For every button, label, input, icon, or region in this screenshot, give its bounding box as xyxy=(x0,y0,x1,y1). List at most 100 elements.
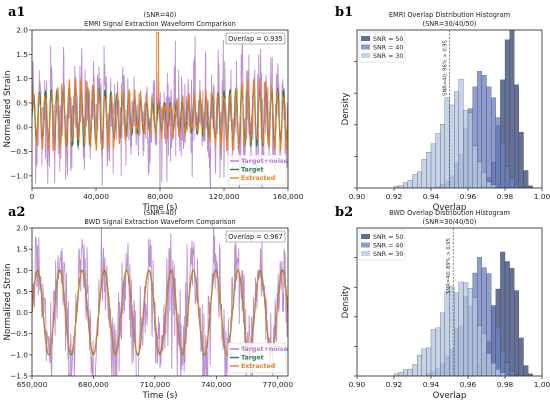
hist-bar xyxy=(504,261,510,376)
legend-swatch xyxy=(361,44,370,50)
y-tick-label: −0.5 xyxy=(10,147,28,156)
hist-bar xyxy=(509,370,515,376)
y-axis-label: Density xyxy=(341,93,351,126)
x-tick-label: 0 xyxy=(30,192,35,201)
hist-bar xyxy=(504,362,510,376)
axes-frame xyxy=(31,227,289,377)
hist-bar xyxy=(421,348,427,376)
axes-frame xyxy=(356,29,543,189)
hist-bar xyxy=(500,372,506,376)
hist-bar xyxy=(486,353,492,376)
hist-bar xyxy=(472,145,478,188)
hist-bar xyxy=(514,290,519,376)
hist-bar xyxy=(472,297,478,376)
panel-a2: a2 (SNR=40)BWD Signal Extraction Waveform… xyxy=(3,205,293,401)
legend-label: Target xyxy=(241,355,264,362)
hist-bar xyxy=(523,170,529,188)
hist-bar xyxy=(421,159,427,188)
overlap-annotation: Overlap = 0.935 xyxy=(225,32,286,45)
x-tick-label: 0.98 xyxy=(497,192,514,201)
x-tick-label: 0.94 xyxy=(423,192,440,201)
overlap-box xyxy=(225,32,286,45)
hist-bar xyxy=(481,333,487,376)
y-tick-label: −1.0 xyxy=(10,350,28,359)
legend-label: Extracted xyxy=(241,363,275,370)
panel-title: (SNR=40) xyxy=(144,209,177,217)
x-tick-label: 0.98 xyxy=(497,380,514,389)
panel-a1: a1 (SNR=40)EMRI Signal Extraction Wavefor… xyxy=(3,5,304,213)
y-tick-label: 2.0 xyxy=(16,26,28,35)
y-tick-label: 0.5 xyxy=(16,98,28,107)
y-tick-label: 2.0 xyxy=(16,224,28,233)
hist-bar xyxy=(514,184,519,188)
hist-bar xyxy=(481,172,487,188)
x-tick-label: 0.96 xyxy=(460,380,477,389)
hist-bar xyxy=(504,166,510,188)
hist-bar xyxy=(500,143,506,188)
legend-label: Target xyxy=(241,167,264,174)
hist-bar xyxy=(514,374,519,376)
hist-bar xyxy=(412,364,418,376)
y-tick-label: 0.0 xyxy=(16,308,28,317)
series-extracted xyxy=(32,31,288,152)
y-axis-label: Density xyxy=(341,286,351,319)
y-tick-label: 1.0 xyxy=(16,266,28,275)
series-snr30 xyxy=(393,79,496,188)
panel-subtitle: BWD Signal Extraction Waveform Compariso… xyxy=(84,218,235,226)
x-tick-label: 0.90 xyxy=(349,192,366,201)
hist-bar xyxy=(463,282,469,376)
legend-swatch xyxy=(361,242,370,248)
series-snr30 xyxy=(393,281,510,376)
hist-bar xyxy=(477,325,482,376)
x-axis-label: Overlap xyxy=(433,391,467,401)
overlap-annotation: Overlap = 0.967 xyxy=(225,230,286,243)
y-tick-label: 0.5 xyxy=(16,287,28,296)
hist-bar xyxy=(403,182,408,188)
hist-bar xyxy=(412,174,418,188)
axes-frame xyxy=(356,227,543,377)
overlap-text: Overlap = 0.935 xyxy=(228,35,283,43)
panel-title: BWD Overlap Distribution Histogram xyxy=(389,209,510,217)
hist-bar xyxy=(407,180,413,188)
x-tick-label: 120,000 xyxy=(209,192,240,201)
hist-bar xyxy=(407,368,413,376)
x-tick-label: 80,000 xyxy=(147,192,173,201)
legend-label: Target+noise xyxy=(241,346,288,353)
hist-bar xyxy=(463,110,469,188)
legend-label: SNR = 40 xyxy=(373,243,403,250)
hist-bar xyxy=(509,268,515,376)
legend-swatch xyxy=(361,234,370,239)
hist-bar xyxy=(481,75,487,188)
hist-bar xyxy=(467,288,473,376)
legend-box xyxy=(227,154,287,186)
x-tick-label: 160,000 xyxy=(273,192,304,201)
x-tick-label: 710,000 xyxy=(140,380,171,389)
hist-bar xyxy=(398,372,404,376)
hist-bar xyxy=(523,365,529,376)
threshold-annotation: SNR=40: 89% > 0.95 xyxy=(446,238,452,294)
overlap-text: Overlap = 0.967 xyxy=(228,233,283,241)
legend-box xyxy=(358,31,406,63)
hist-bar xyxy=(491,363,496,376)
hist-bar xyxy=(486,86,492,188)
hist-bar xyxy=(417,354,422,376)
hist-bar xyxy=(417,171,422,188)
panel-subtitle: (SNR=30/40/50) xyxy=(423,20,477,28)
hist-bar xyxy=(467,112,473,188)
panel-subtitle: EMRI Signal Extraction Waveform Comparis… xyxy=(84,20,236,28)
hist-bar xyxy=(504,374,510,376)
y-tick-label: 1.5 xyxy=(16,245,28,254)
y-tick-label: 1.5 xyxy=(16,50,28,59)
legend-box xyxy=(358,229,406,261)
hist-bar xyxy=(454,292,459,376)
legend-label: SNR = 30 xyxy=(373,251,403,258)
legend-label: SNR = 50 xyxy=(373,234,403,241)
legend-label: SNR = 30 xyxy=(373,53,403,60)
hist-bar xyxy=(486,181,492,188)
x-tick-label: 0.90 xyxy=(349,380,366,389)
series-extracted xyxy=(32,268,288,357)
hist-bar xyxy=(518,131,524,188)
hist-bar xyxy=(440,312,445,376)
hist-bar xyxy=(426,152,432,188)
